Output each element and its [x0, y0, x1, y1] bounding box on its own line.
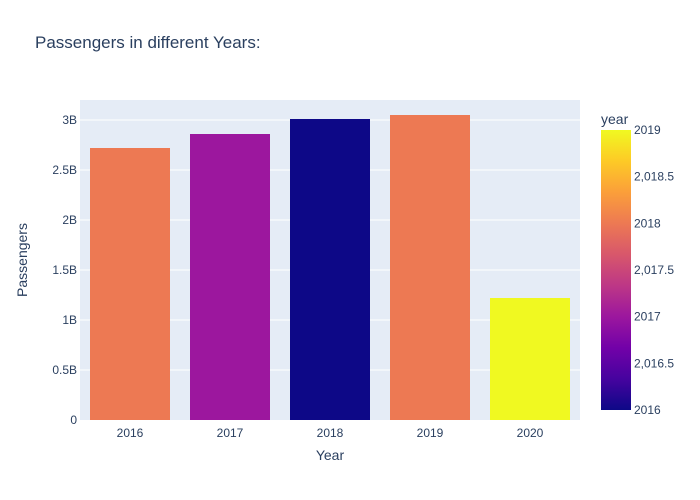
x-tick-label: 2020	[517, 426, 544, 440]
y-axis-ticks: 0 0.5B 1B 1.5B 2B 2.5B 3B	[52, 113, 77, 427]
x-tick-label: 2017	[217, 426, 244, 440]
colorbar-tick-label: 2018	[634, 216, 661, 230]
colorbar-tick-label: 2016	[634, 403, 661, 417]
bars	[90, 115, 570, 420]
y-tick-label: 2B	[62, 213, 77, 227]
y-tick-label: 1.5B	[52, 263, 77, 277]
bar-2017	[190, 134, 270, 420]
y-tick-label: 2.5B	[52, 163, 77, 177]
colorbar-title: year	[601, 111, 629, 127]
chart-title: Passengers in different Years:	[35, 33, 261, 52]
bar-2018	[290, 119, 370, 420]
colorbar	[601, 130, 631, 410]
colorbar-tick-label: 2,017.5	[634, 263, 674, 277]
y-tick-label: 0.5B	[52, 363, 77, 377]
x-tick-label: 2018	[317, 426, 344, 440]
x-axis-label: Year	[316, 447, 345, 463]
x-tick-label: 2019	[417, 426, 444, 440]
y-tick-label: 0	[70, 413, 77, 427]
colorbar-tick-label: 2,016.5	[634, 356, 674, 370]
y-tick-label: 3B	[62, 113, 77, 127]
x-tick-label: 2016	[117, 426, 144, 440]
bar-2019	[390, 115, 470, 420]
x-axis-ticks: 2016 2017 2018 2019 2020	[117, 426, 544, 440]
bar-2016	[90, 148, 170, 420]
bar-2020	[490, 298, 570, 420]
colorbar-tick-label: 2017	[634, 310, 661, 324]
colorbar-ticks: 2016 2,016.5 2017 2,017.5 2018 2,018.5 2019	[634, 123, 674, 417]
y-tick-label: 1B	[62, 313, 77, 327]
colorbar-tick-label: 2019	[634, 123, 661, 137]
y-axis-label: Passengers	[14, 223, 30, 297]
colorbar-tick-label: 2,018.5	[634, 170, 674, 184]
